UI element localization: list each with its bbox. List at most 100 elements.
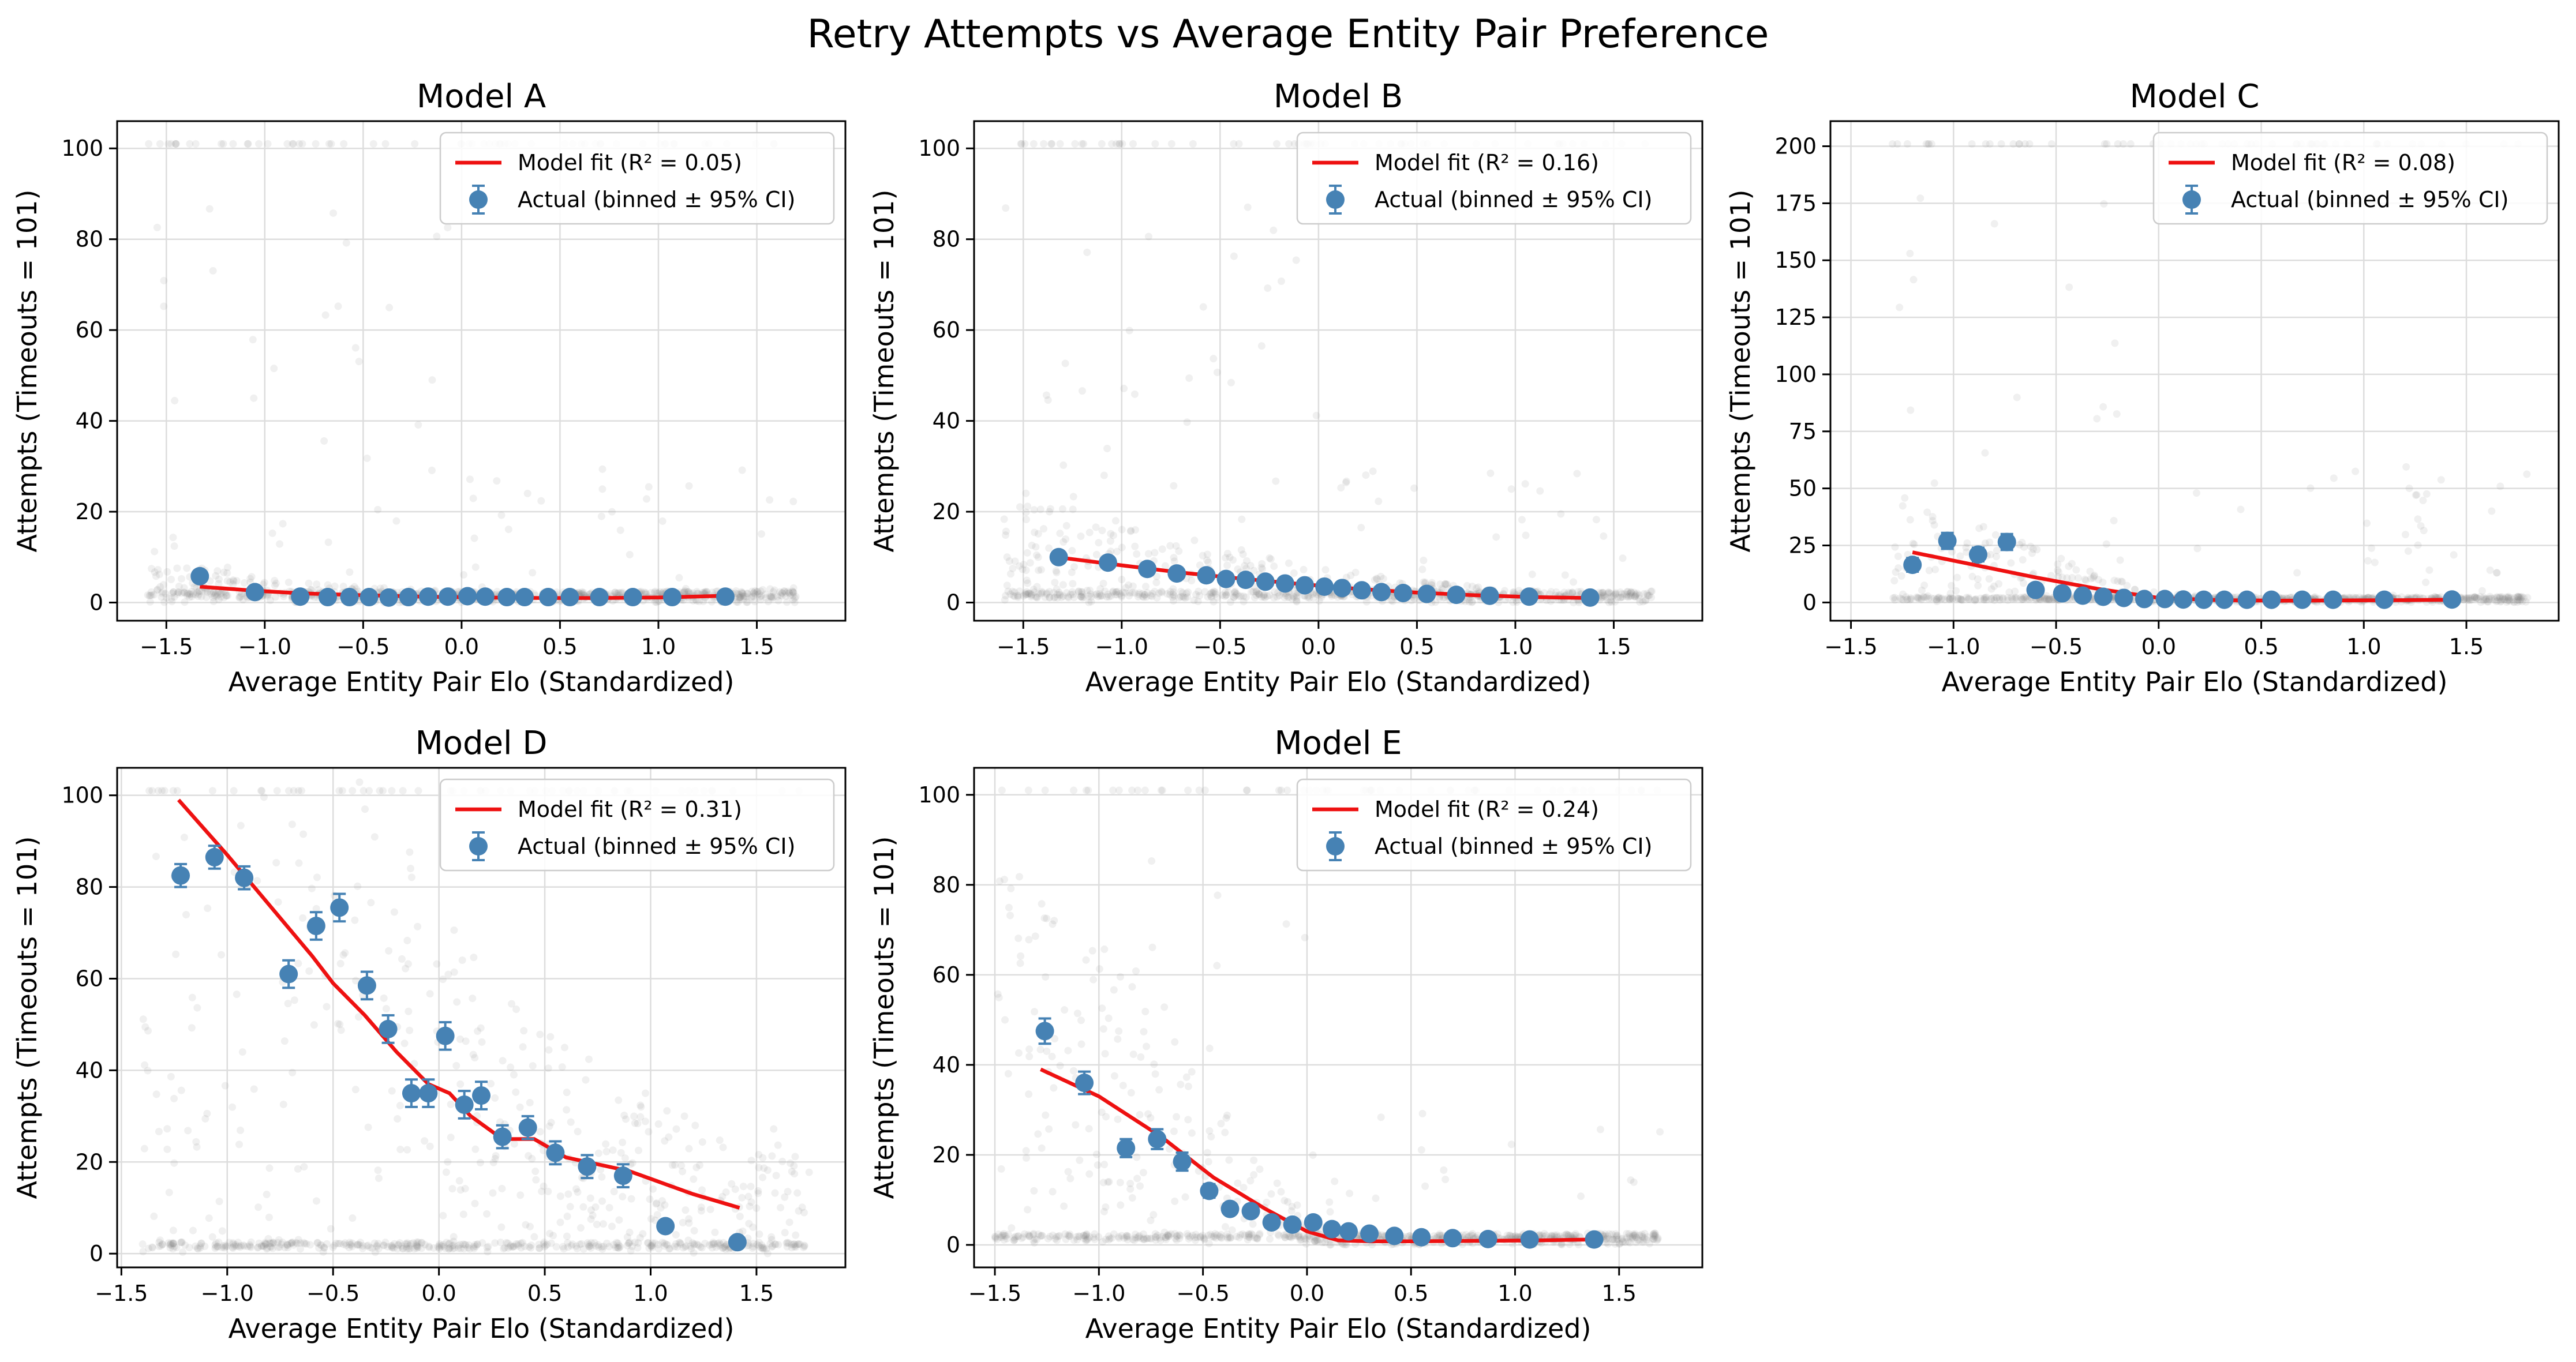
- background-point: [204, 904, 212, 912]
- background-point: [1016, 503, 1024, 511]
- background-point: [1112, 140, 1120, 148]
- background-point: [205, 205, 214, 213]
- background-point: [154, 787, 162, 795]
- background-point: [2425, 566, 2433, 574]
- background-point: [1046, 505, 1054, 513]
- y-axis-label: Attempts (Timeouts = 101): [1725, 189, 1756, 552]
- background-point: [1056, 140, 1064, 148]
- background-point: [754, 588, 762, 596]
- background-point: [1627, 588, 1635, 596]
- background-point: [785, 1239, 793, 1247]
- background-point: [1956, 552, 1964, 560]
- background-point: [2013, 594, 2021, 602]
- background-point: [1046, 508, 1054, 516]
- background-point: [1166, 542, 1174, 550]
- background-point: [1110, 1072, 1118, 1080]
- background-point: [506, 1243, 514, 1251]
- background-point: [330, 1241, 338, 1250]
- background-point: [2082, 576, 2090, 584]
- background-point: [1155, 1086, 1163, 1094]
- background-point: [619, 1138, 627, 1146]
- background-point: [260, 1242, 268, 1250]
- background-point: [219, 1242, 227, 1250]
- background-point: [610, 1188, 618, 1196]
- y-tick-label: 0: [89, 590, 103, 616]
- background-point: [2463, 595, 2471, 603]
- background-point: [1031, 932, 1039, 940]
- background-point: [1210, 589, 1218, 597]
- actual-point: [1197, 566, 1216, 585]
- background-point: [1026, 559, 1034, 567]
- background-point: [1212, 1234, 1220, 1242]
- background-point: [2054, 573, 2062, 581]
- background-point: [1022, 516, 1030, 524]
- background-point: [628, 1159, 636, 1167]
- background-point: [138, 1240, 147, 1248]
- background-point: [1626, 1232, 1634, 1240]
- background-point: [652, 1200, 660, 1208]
- background-point: [1946, 595, 1954, 603]
- background-point: [2506, 597, 2514, 605]
- background-point: [1023, 588, 1031, 596]
- y-tick-label: 150: [1774, 247, 1817, 273]
- background-point: [1602, 593, 1610, 601]
- background-point: [1033, 1235, 1041, 1243]
- background-point: [782, 589, 790, 597]
- background-point: [1273, 593, 1281, 601]
- background-point: [324, 581, 332, 589]
- background-point: [1627, 591, 1635, 599]
- background-point: [1990, 582, 1998, 590]
- background-point: [1181, 1193, 1189, 1201]
- background-point: [220, 568, 228, 576]
- panel-4: −1.5 −1.0 −0.5 0.0 0.5 1.0 1.5020406080100Mode…: [868, 725, 1703, 1344]
- background-point: [1188, 1068, 1196, 1076]
- background-point: [1073, 1010, 1081, 1018]
- background-point: [297, 737, 304, 745]
- background-point: [578, 1240, 586, 1248]
- background-point: [777, 1203, 785, 1211]
- background-point: [1059, 581, 1067, 589]
- background-point: [1290, 593, 1298, 601]
- background-point: [2095, 576, 2103, 584]
- background-point: [679, 1218, 687, 1226]
- background-point: [246, 1241, 254, 1249]
- background-point: [698, 1138, 706, 1146]
- background-point: [445, 1245, 453, 1253]
- background-point: [1625, 1230, 1633, 1238]
- background-point: [327, 140, 335, 148]
- background-point: [1597, 592, 1605, 600]
- background-point: [998, 786, 1006, 794]
- background-point: [1227, 378, 1235, 387]
- background-point: [1053, 1236, 1061, 1244]
- background-point: [399, 1244, 407, 1252]
- background-point: [1557, 510, 1565, 518]
- background-point: [1297, 1236, 1305, 1244]
- background-point: [192, 591, 200, 599]
- y-tick-label: 100: [61, 136, 103, 161]
- background-point: [1091, 591, 1099, 599]
- background-point: [1014, 591, 1022, 599]
- background-point: [766, 496, 774, 504]
- background-point: [1640, 590, 1648, 598]
- background-point: [1096, 592, 1104, 600]
- background-point: [1115, 140, 1124, 148]
- background-point: [313, 873, 321, 881]
- background-point: [1023, 576, 1031, 584]
- background-point: [711, 1228, 719, 1236]
- background-point: [1245, 1232, 1253, 1240]
- background-point: [514, 1242, 522, 1250]
- background-point: [510, 1140, 518, 1148]
- background-point: [1107, 547, 1115, 556]
- background-point: [1469, 1232, 1477, 1240]
- background-point: [2117, 577, 2125, 586]
- background-point: [1293, 598, 1301, 606]
- background-point: [1044, 396, 1052, 404]
- background-point: [563, 1232, 571, 1240]
- background-point: [1623, 592, 1631, 601]
- background-point: [214, 567, 222, 575]
- legend-box: [2152, 132, 2548, 225]
- background-point: [1114, 1035, 1122, 1043]
- background-point: [1982, 596, 1990, 604]
- background-point: [530, 1233, 538, 1241]
- background-point: [338, 787, 346, 795]
